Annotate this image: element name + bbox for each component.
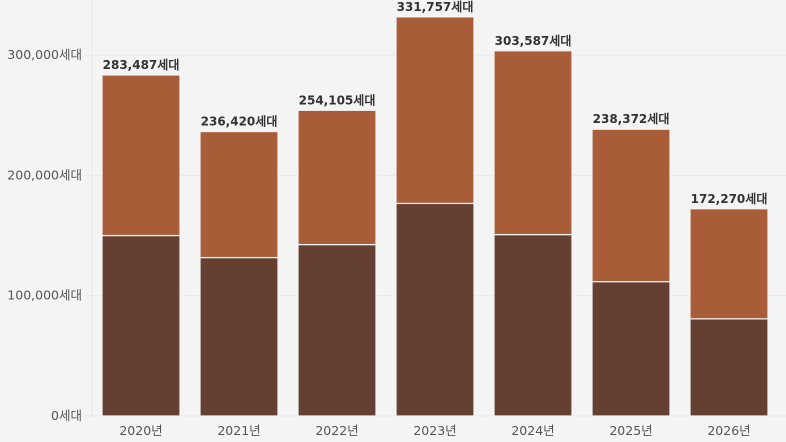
bar-segment-lower	[101, 234, 181, 417]
bar-segment-lower	[591, 281, 671, 417]
bar-segment-lower	[297, 243, 377, 417]
x-tick-label: 2025년	[609, 423, 652, 438]
x-tick-label: 2021년	[217, 423, 260, 438]
y-tick-label: 200,000세대	[7, 167, 82, 182]
total-label: 331,757세대	[397, 0, 474, 14]
total-label: 254,105세대	[299, 92, 376, 107]
bar-segment-lower	[689, 318, 769, 417]
bar-segment-upper	[297, 109, 377, 246]
total-label: 303,587세대	[495, 33, 572, 48]
bar-segment-upper	[591, 128, 671, 283]
bar-segment-lower	[199, 256, 279, 417]
bar-segment-upper	[395, 16, 475, 205]
y-tick-label: 0세대	[51, 408, 82, 423]
x-tick-label: 2022년	[315, 423, 358, 438]
x-tick-label: 2023년	[413, 423, 456, 438]
bar-segment-upper	[101, 74, 181, 237]
bar-segment-lower	[493, 233, 573, 417]
bar-segment-lower	[395, 202, 475, 417]
y-tick-label: 300,000세대	[7, 47, 82, 62]
bar-segment-upper	[199, 130, 279, 259]
x-tick-label: 2026년	[707, 423, 750, 438]
bar-segment-upper	[493, 50, 573, 236]
total-label: 172,270세대	[691, 191, 768, 206]
total-label: 236,420세대	[201, 114, 278, 129]
x-tick-label: 2024년	[511, 423, 554, 438]
x-tick-label: 2020년	[119, 423, 162, 438]
total-label: 238,372세대	[593, 111, 670, 126]
y-tick-label: 100,000세대	[7, 288, 82, 303]
bar-segment-upper	[689, 208, 769, 320]
total-label: 283,487세대	[103, 57, 180, 72]
